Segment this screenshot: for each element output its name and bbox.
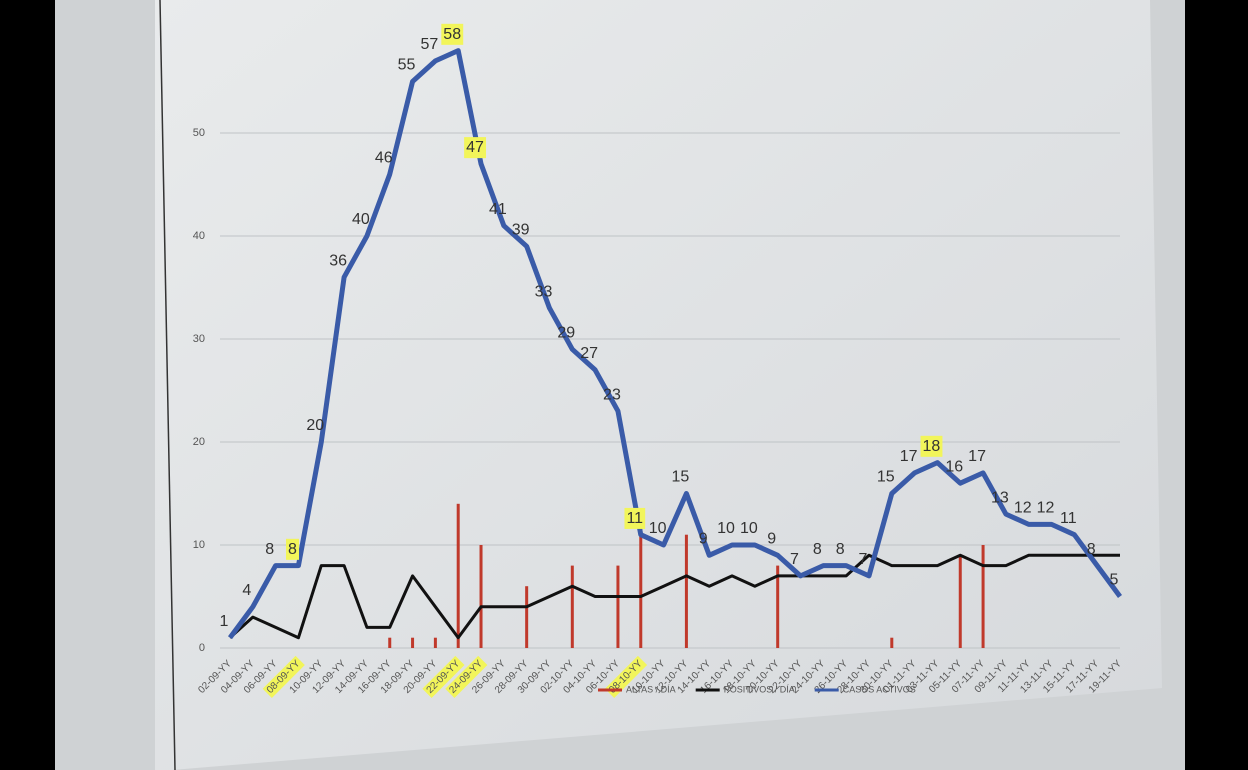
y-tick-label: 40 [193,230,205,242]
highlight [624,507,646,529]
bar [525,586,529,648]
data-label: 12 [1037,500,1055,517]
data-label: 12 [1014,500,1032,517]
y-tick-label: 10 [193,539,205,551]
data-label: 46 [375,149,393,166]
bar [411,637,415,648]
bar [981,545,985,648]
bar [890,637,894,648]
line [228,553,1120,640]
paper [155,0,1162,770]
data-label: 10 [649,520,667,537]
data-label: 41 [489,201,507,218]
bar [616,565,620,648]
data-label: 8 [836,541,845,558]
data-label: 10 [740,520,758,537]
bar [570,565,574,648]
data-label: 57 [420,36,438,53]
highlight [604,655,648,698]
y-tick-label: 50 [193,127,205,139]
bar [958,555,962,648]
bar [479,545,483,648]
data-label: 29 [557,325,575,342]
data-label: 7 [859,551,868,568]
line [227,48,1123,640]
bar [433,637,437,648]
bar [776,565,780,648]
data-label: 18 [923,438,941,455]
data-label: 8 [288,541,297,558]
bar [639,514,643,648]
y-tick-label: 0 [199,642,205,654]
data-label: 5 [1110,572,1119,589]
data-label: 27 [580,345,598,362]
data-label: 33 [535,283,553,300]
data-label: 23 [603,386,621,403]
highlight [286,538,300,560]
highlight [464,137,487,159]
data-label: 20 [306,417,324,434]
highlight [262,655,305,698]
data-label: 47 [466,139,484,156]
data-label: 11 [626,510,643,527]
bar [456,503,460,648]
paper-border [159,0,176,770]
data-label: 9 [699,531,708,548]
bar [684,534,688,648]
highlight [445,655,488,698]
data-label: 40 [352,211,370,228]
highlight [441,23,464,45]
data-label: 9 [767,531,776,548]
data-label: 17 [900,448,918,465]
highlight [920,435,943,457]
data-label: 4 [242,582,251,599]
data-label: 15 [672,469,690,486]
data-label: 36 [329,252,347,269]
data-label: 39 [512,222,530,239]
legend-label: ALTAS / DÍA [626,684,676,694]
data-label: 11 [1060,510,1077,527]
bar [388,637,392,648]
data-label: 58 [443,26,461,43]
y-tick-label: 30 [193,333,205,345]
data-label: 8 [265,541,274,558]
data-label: 8 [1087,541,1096,558]
legend-label: CASOS ACTIVOS [843,684,916,694]
data-label: 17 [968,448,986,465]
highlight [422,655,465,698]
data-label: 55 [398,57,416,74]
y-tick-label: 20 [193,436,205,448]
data-label: 8 [813,541,822,558]
data-label: 16 [945,458,963,475]
data-label: 1 [220,613,229,630]
data-label: 13 [991,489,1009,506]
data-label: 10 [717,520,735,537]
legend-label: POSITIVOS / DÍA [724,684,795,694]
data-label: 7 [790,551,799,568]
data-label: 15 [877,469,895,486]
